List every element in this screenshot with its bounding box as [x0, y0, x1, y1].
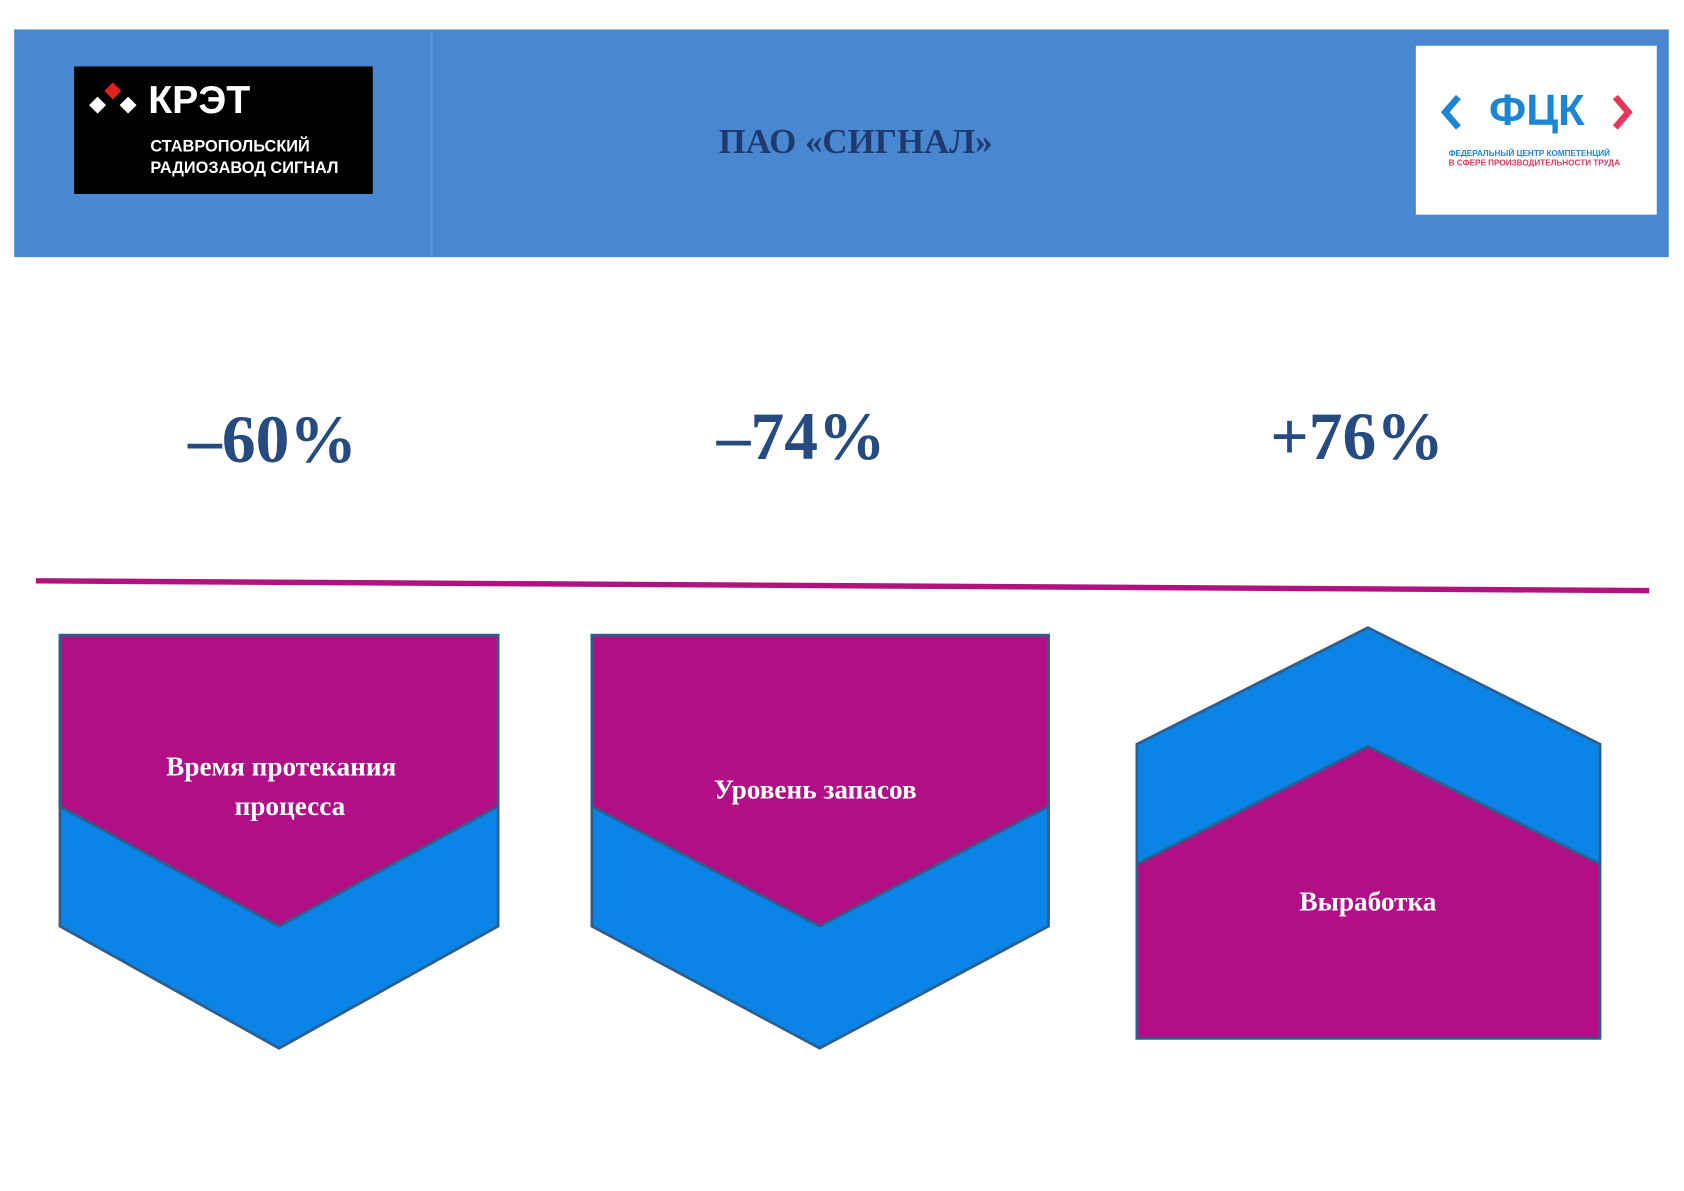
shape-label: Выработка — [1299, 887, 1436, 917]
logo-bracket — [1440, 94, 1461, 130]
metric-value: +76% — [1270, 399, 1444, 474]
shapes — [58, 626, 1602, 1050]
logo-text: СТАВРОПОЛЬСКИЙ — [150, 136, 309, 155]
logo-brand: КРЭТ — [148, 78, 250, 122]
metric-value: –60% — [187, 402, 357, 477]
left-logo: КРЭТ СТАВРОПОЛЬСКИЙ РАДИОЗАВОД СИГНАЛ — [74, 66, 373, 194]
header-title: ПАО «СИГНАЛ» — [719, 122, 993, 161]
metric-value: –74% — [716, 399, 886, 474]
shape-label: Время протекания — [166, 752, 396, 782]
shape-label: Уровень запасов — [714, 774, 917, 804]
logo-text: ФЕДЕРАЛЬНЫЙ ЦЕНТР КОМПЕТЕНЦИЙ — [1449, 147, 1611, 158]
logo-text: В СФЕРЕ ПРОИЗВОДИТЕЛЬНОСТИ ТРУДА — [1449, 159, 1621, 168]
chevron-purple — [590, 633, 1050, 928]
logo-box — [74, 66, 373, 194]
right-logo: ФЦК ФЕДЕРАЛЬНЫЙ ЦЕНТР КОМПЕТЕНЦИЙ В СФЕР… — [1415, 45, 1657, 215]
logo-brand: ФЦК — [1489, 87, 1585, 135]
chevron-purple — [58, 633, 500, 928]
shape-label: процесса — [235, 791, 346, 821]
chevron-purple — [1135, 744, 1602, 1040]
logo-text: РАДИОЗАВОД СИГНАЛ — [150, 159, 338, 177]
logo-bracket — [1612, 94, 1633, 130]
logo-box — [1415, 45, 1657, 215]
divider-line — [35, 578, 1650, 594]
